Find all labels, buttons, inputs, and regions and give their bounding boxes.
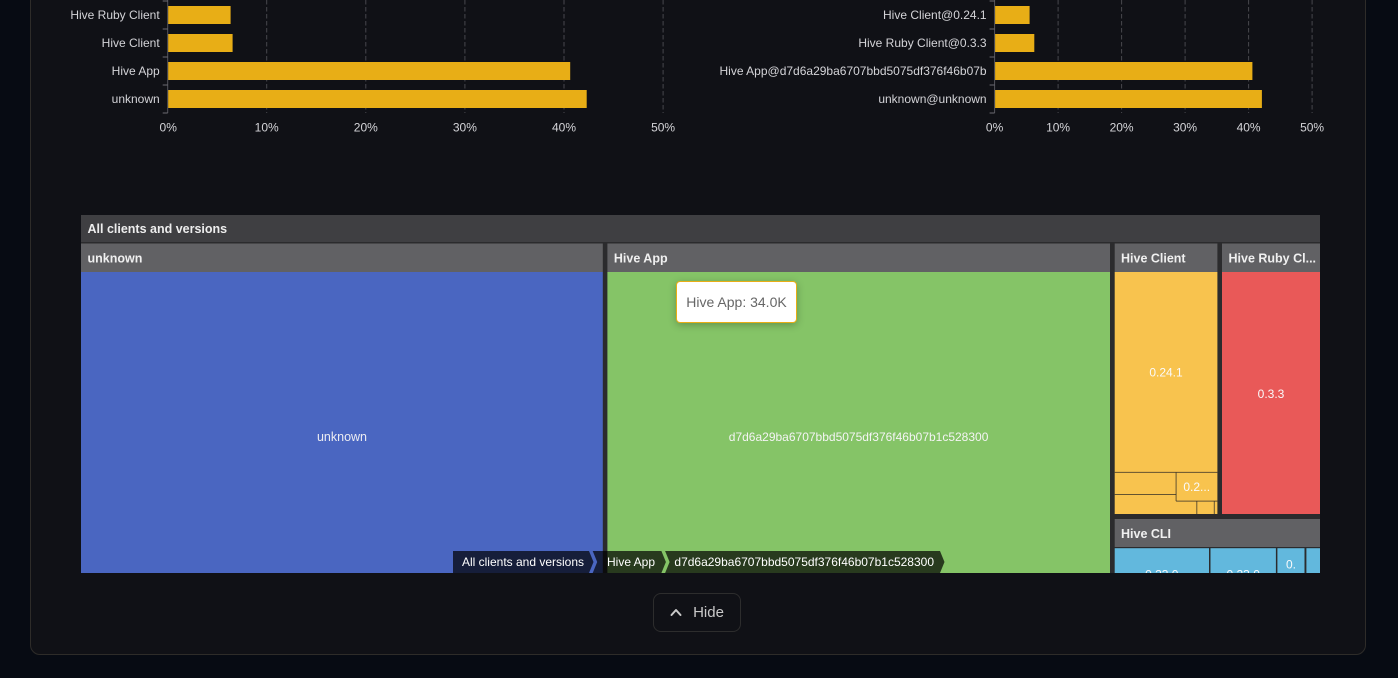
- svg-text:Hive Client: Hive Client: [1121, 252, 1186, 266]
- svg-text:0%: 0%: [160, 121, 178, 135]
- svg-text:30%: 30%: [1173, 121, 1197, 135]
- svg-text:All clients and versions: All clients and versions: [462, 555, 584, 569]
- svg-text:Hive Client: Hive Client: [102, 36, 161, 50]
- svg-text:d7d6a29ba6707bbd5075df376f46b0: d7d6a29ba6707bbd5075df376f46b07b1c528300: [729, 430, 989, 444]
- svg-text:10%: 10%: [1046, 121, 1070, 135]
- svg-text:20%: 20%: [354, 121, 378, 135]
- svg-text:unknown: unknown: [317, 430, 367, 444]
- svg-text:Hive Ruby Client@0.3.3: Hive Ruby Client@0.3.3: [858, 36, 987, 50]
- svg-text:unknown: unknown: [112, 92, 160, 106]
- svg-text:Hive App@d7d6a29ba6707bbd5075d: Hive App@d7d6a29ba6707bbd5075df376f46b07…: [720, 64, 987, 78]
- svg-text:0.23.0: 0.23.0: [1145, 567, 1179, 573]
- svg-text:0.24.1: 0.24.1: [1149, 366, 1183, 380]
- svg-text:Hive CLI: Hive CLI: [1121, 527, 1171, 541]
- svg-text:0.23.0: 0.23.0: [1227, 567, 1261, 573]
- svg-text:20%: 20%: [1110, 121, 1134, 135]
- svg-text:All clients and versions: All clients and versions: [88, 222, 228, 236]
- svg-text:Hive App: Hive App: [614, 252, 668, 266]
- svg-text:30%: 30%: [453, 121, 477, 135]
- svg-text:d7d6a29ba6707bbd5075df376f46b0: d7d6a29ba6707bbd5075df376f46b07b1c528300: [674, 555, 934, 569]
- svg-text:50%: 50%: [651, 121, 675, 135]
- svg-text:0%: 0%: [986, 121, 1004, 135]
- svg-text:Hive Client@0.24.1: Hive Client@0.24.1: [883, 8, 987, 22]
- svg-text:0.: 0.: [1286, 558, 1296, 572]
- svg-text:50%: 50%: [1300, 121, 1324, 135]
- svg-text:Hive Ruby Cl...: Hive Ruby Cl...: [1229, 252, 1317, 266]
- svg-text:unknown: unknown: [88, 252, 143, 266]
- svg-text:unknown@unknown: unknown@unknown: [878, 92, 986, 106]
- svg-text:Hive Ruby Client: Hive Ruby Client: [70, 8, 160, 22]
- svg-text:10%: 10%: [255, 121, 279, 135]
- svg-text:40%: 40%: [552, 121, 576, 135]
- svg-text:0.2...: 0.2...: [1183, 480, 1210, 494]
- svg-text:Hive App: Hive App: [607, 555, 655, 569]
- svg-text:0.3.3: 0.3.3: [1258, 387, 1285, 401]
- svg-text:Hive App: Hive App: [112, 64, 160, 78]
- svg-text:40%: 40%: [1237, 121, 1261, 135]
